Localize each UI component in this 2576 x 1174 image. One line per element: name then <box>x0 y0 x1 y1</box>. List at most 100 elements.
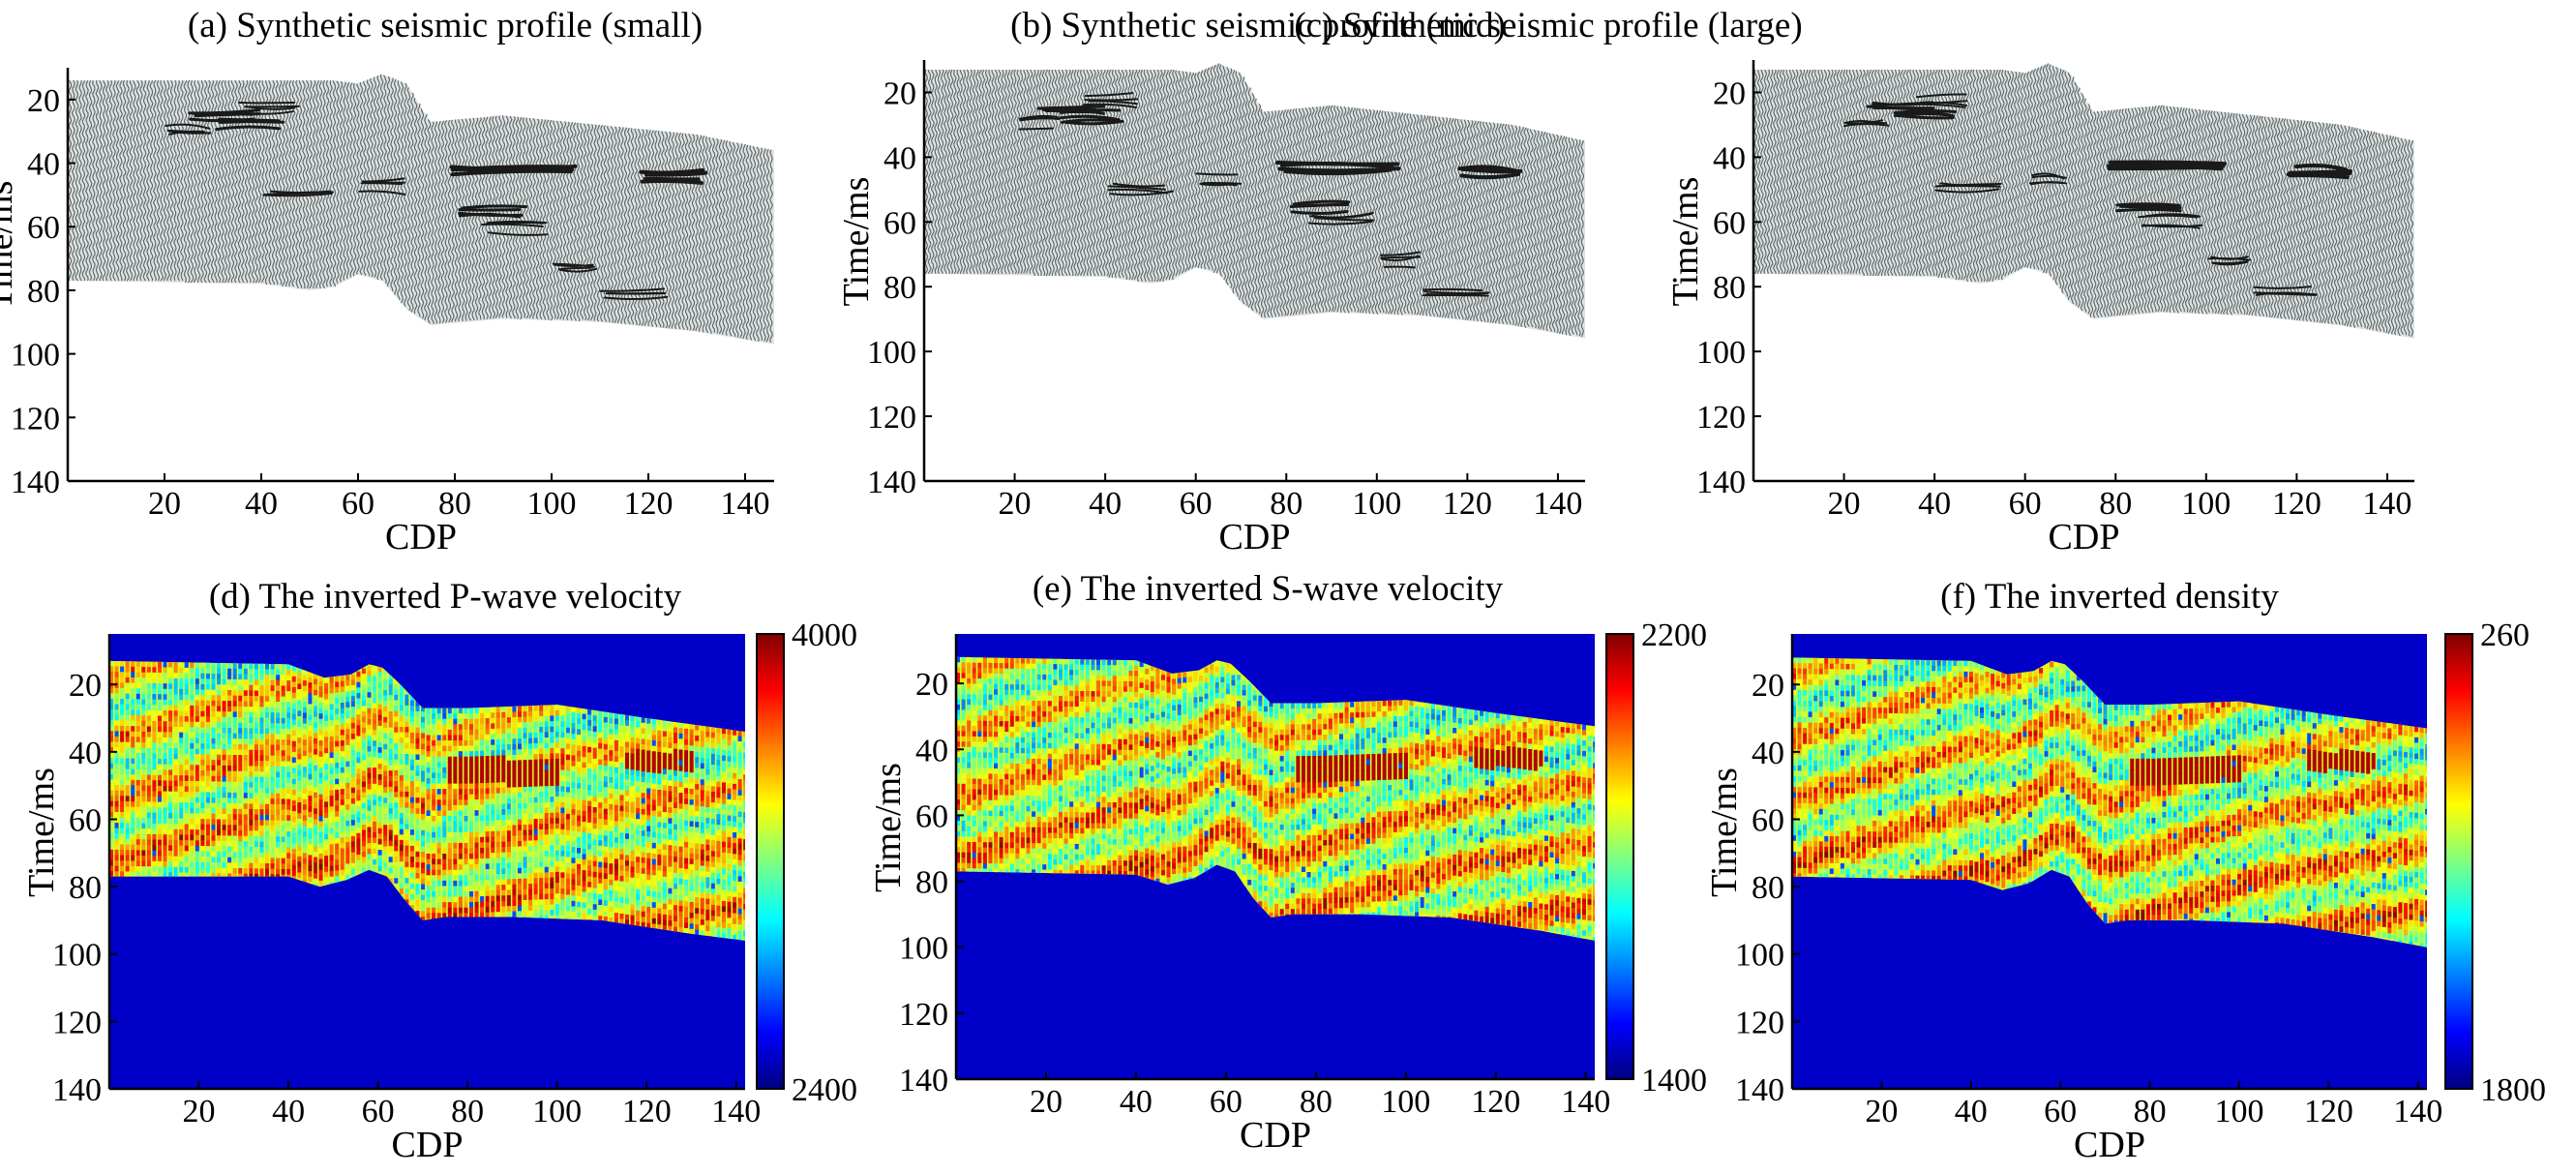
cell <box>373 778 377 785</box>
cell <box>168 683 173 690</box>
cell <box>388 819 393 826</box>
cell <box>554 839 559 846</box>
cell <box>468 875 473 882</box>
cell <box>409 872 414 879</box>
cell <box>609 885 614 891</box>
trace <box>1032 69 1036 277</box>
cell <box>636 894 641 901</box>
cell <box>539 797 544 803</box>
cell <box>163 673 167 679</box>
cell <box>571 862 576 869</box>
cell <box>109 828 113 834</box>
cell <box>641 728 645 735</box>
cell <box>141 677 146 684</box>
cell <box>501 744 506 751</box>
cell <box>565 867 570 874</box>
cell <box>157 726 162 733</box>
trace <box>166 79 171 282</box>
cell <box>560 899 565 906</box>
cell <box>302 820 307 827</box>
cell <box>554 888 559 894</box>
cell <box>125 682 130 689</box>
cell <box>222 706 226 712</box>
cell <box>114 698 119 706</box>
cell <box>506 830 511 837</box>
cell <box>243 825 248 831</box>
cell <box>205 738 210 744</box>
cell <box>625 898 630 905</box>
cell <box>636 748 641 755</box>
cell <box>517 835 522 842</box>
cell <box>560 732 565 738</box>
cell <box>222 760 226 767</box>
cell <box>227 867 232 874</box>
cell <box>254 663 258 670</box>
cell <box>636 743 641 750</box>
cell <box>361 813 366 820</box>
panel-title: (c) Synthetic seismic profile (large) <box>1294 6 1802 45</box>
cell <box>491 901 495 908</box>
trace <box>173 79 177 282</box>
cell <box>485 809 490 816</box>
cell <box>565 798 570 804</box>
cell <box>436 848 441 855</box>
cell <box>350 798 355 804</box>
cell <box>179 856 184 862</box>
trace <box>108 79 113 282</box>
trace <box>1041 69 1046 277</box>
cell <box>345 798 350 805</box>
y-tick-label: 60 <box>1713 205 1746 241</box>
cell <box>377 666 382 673</box>
cell <box>254 793 258 799</box>
cell <box>517 900 522 907</box>
trace <box>2381 134 2385 333</box>
cell <box>523 894 527 901</box>
cell <box>195 802 199 809</box>
cell <box>222 765 226 771</box>
cell <box>426 794 431 800</box>
cell <box>592 785 597 792</box>
cell <box>270 685 275 692</box>
cell <box>625 725 630 732</box>
cell <box>135 844 140 851</box>
cell <box>383 695 388 702</box>
cell <box>335 778 340 785</box>
cell <box>276 664 281 671</box>
cell <box>474 901 479 908</box>
cell <box>447 880 452 887</box>
cell <box>388 857 393 863</box>
cell <box>421 776 426 783</box>
trace <box>1523 127 1528 328</box>
cell <box>506 798 511 804</box>
cell <box>324 726 329 733</box>
cell <box>135 666 140 674</box>
trace <box>1387 111 1392 315</box>
cell <box>238 803 243 810</box>
cell <box>217 857 222 863</box>
cell <box>222 829 226 836</box>
trace <box>325 79 330 287</box>
cell <box>598 802 603 809</box>
cell <box>468 869 473 876</box>
cell <box>523 802 527 809</box>
cell <box>114 714 119 721</box>
cell <box>657 843 662 850</box>
cell <box>582 783 586 791</box>
cell <box>436 907 441 914</box>
cell <box>394 856 399 863</box>
cell <box>297 861 302 868</box>
cell <box>318 778 323 785</box>
cell <box>625 919 630 926</box>
cell <box>550 828 554 835</box>
cell <box>373 821 377 828</box>
cell <box>598 769 603 776</box>
cell <box>560 883 565 889</box>
cell <box>313 684 317 691</box>
trace <box>1393 111 1397 315</box>
cell <box>135 871 140 878</box>
cell <box>270 744 275 751</box>
cell <box>205 824 210 830</box>
cell <box>662 774 667 781</box>
cell <box>157 672 162 679</box>
cell <box>232 760 237 767</box>
